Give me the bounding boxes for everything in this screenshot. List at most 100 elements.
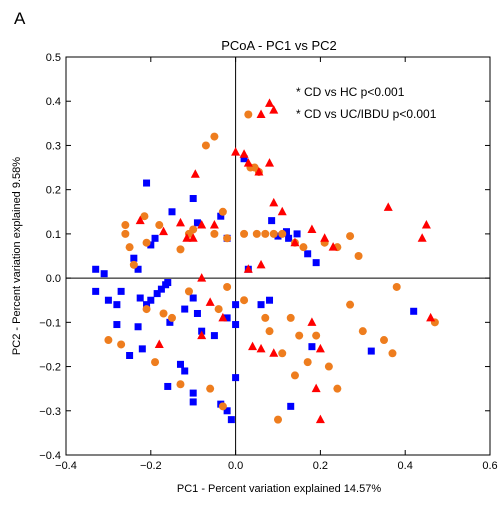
point-square — [126, 352, 133, 359]
y-tick-label: −0.3 — [39, 406, 61, 418]
point-circle — [143, 239, 151, 247]
point-circle — [143, 305, 151, 313]
point-square — [410, 308, 417, 315]
point-square — [304, 250, 311, 257]
x-tick-label: 0.0 — [228, 460, 243, 472]
point-square — [232, 374, 239, 381]
point-square — [266, 297, 273, 304]
point-square — [181, 306, 188, 313]
point-square — [169, 208, 176, 215]
point-square — [113, 321, 120, 328]
point-square — [152, 235, 159, 242]
point-square — [137, 295, 144, 302]
point-circle — [274, 416, 282, 424]
point-circle — [176, 245, 184, 253]
point-circle — [325, 363, 333, 371]
point-circle — [210, 230, 218, 238]
point-square — [130, 255, 137, 262]
y-tick-label: −0.1 — [39, 317, 61, 329]
point-circle — [202, 141, 210, 149]
point-square — [232, 301, 239, 308]
point-square — [285, 235, 292, 242]
point-circle — [299, 243, 307, 251]
point-circle — [359, 327, 367, 335]
point-square — [92, 266, 99, 273]
y-tick-label: 0.1 — [46, 229, 61, 241]
point-circle — [278, 230, 286, 238]
point-circle — [185, 287, 193, 295]
point-circle — [104, 336, 112, 344]
x-axis-label: PC1 - Percent variation explained 14.57% — [177, 483, 381, 495]
point-circle — [189, 225, 197, 233]
point-circle — [219, 208, 227, 216]
point-circle — [355, 252, 363, 260]
point-square — [308, 343, 315, 350]
point-circle — [130, 261, 138, 269]
point-square — [101, 270, 108, 277]
point-square — [164, 383, 171, 390]
point-circle — [393, 283, 401, 291]
point-circle — [346, 232, 354, 240]
point-circle — [210, 133, 218, 141]
point-circle — [287, 314, 295, 322]
point-circle — [168, 314, 176, 322]
point-square — [190, 195, 197, 202]
y-tick-label: 0.4 — [46, 96, 61, 108]
point-square — [287, 403, 294, 410]
point-circle — [380, 336, 388, 344]
point-square — [105, 297, 112, 304]
point-circle — [151, 358, 159, 366]
point-square — [258, 301, 265, 308]
point-circle — [219, 402, 227, 410]
y-axis-label: PC2 - Percent variation explained 9.58% — [11, 157, 23, 355]
point-circle — [206, 385, 214, 393]
point-square — [139, 345, 146, 352]
annotation-cd-vs-hc: * CD vs HC p<0.001 — [296, 85, 405, 99]
point-square — [190, 398, 197, 405]
point-circle — [304, 358, 312, 366]
point-square — [113, 301, 120, 308]
point-square — [135, 323, 142, 330]
point-circle — [278, 349, 286, 357]
point-circle — [270, 230, 278, 238]
y-tick-label: 0.0 — [46, 273, 61, 285]
panel-label: A — [14, 9, 26, 28]
point-square — [143, 180, 150, 187]
point-circle — [117, 340, 125, 348]
point-square — [190, 295, 197, 302]
point-square — [181, 367, 188, 374]
point-square — [162, 281, 169, 288]
point-circle — [253, 230, 261, 238]
point-circle — [261, 314, 269, 322]
point-circle — [388, 349, 396, 357]
point-circle — [160, 309, 168, 317]
point-square — [190, 390, 197, 397]
x-tick-label: 0.6 — [482, 460, 497, 472]
point-circle — [346, 301, 354, 309]
y-tick-label: −0.4 — [39, 450, 61, 462]
y-tick-label: 0.5 — [46, 52, 61, 64]
point-circle — [223, 283, 231, 291]
point-circle — [215, 305, 223, 313]
point-square — [177, 361, 184, 368]
y-tick-label: 0.3 — [46, 140, 61, 152]
point-circle — [261, 230, 269, 238]
point-square — [313, 259, 320, 266]
point-circle — [295, 332, 303, 340]
point-circle — [333, 385, 341, 393]
point-square — [211, 332, 218, 339]
point-circle — [121, 221, 129, 229]
point-square — [194, 310, 201, 317]
point-circle — [244, 110, 252, 118]
point-circle — [155, 221, 163, 229]
point-circle — [240, 296, 248, 304]
point-circle — [176, 380, 184, 388]
point-square — [268, 217, 275, 224]
point-circle — [121, 230, 129, 238]
y-tick-label: −0.2 — [39, 362, 61, 374]
point-circle — [291, 371, 299, 379]
y-tick-label: 0.2 — [46, 185, 61, 197]
x-tick-label: 0.2 — [313, 460, 328, 472]
